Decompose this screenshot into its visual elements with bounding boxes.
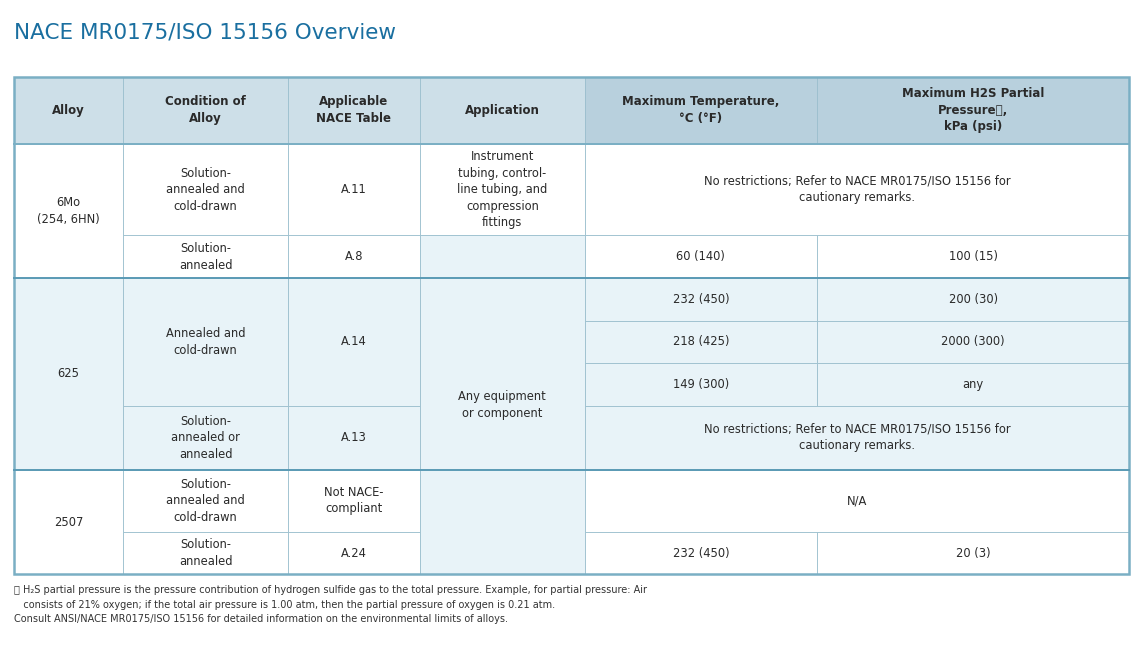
Text: A.11: A.11 [341, 183, 367, 196]
Bar [585, 321, 817, 363]
Text: Solution-
annealed: Solution- annealed [178, 538, 232, 568]
Bar [585, 470, 1129, 532]
Text: Alloy: Alloy [51, 104, 85, 117]
Text: No restrictions; Refer to NACE MR0175/ISO 15156 for
cautionary remarks.: No restrictions; Refer to NACE MR0175/IS… [704, 175, 1010, 204]
Bar [817, 321, 1129, 363]
Bar [288, 406, 419, 470]
Bar [14, 278, 123, 470]
Bar [14, 77, 1129, 574]
Bar [123, 236, 288, 278]
Bar [817, 278, 1129, 321]
Bar [585, 532, 817, 574]
Text: 232 (450): 232 (450) [672, 293, 729, 306]
Bar [419, 144, 585, 236]
Text: Solution-
annealed or
annealed: Solution- annealed or annealed [171, 415, 240, 461]
Bar [585, 144, 1129, 236]
Text: NACE MR0175/ISO 15156 Overview: NACE MR0175/ISO 15156 Overview [14, 23, 395, 43]
Bar [123, 144, 288, 236]
Text: 149 (300): 149 (300) [673, 378, 729, 391]
Text: A.24: A.24 [341, 546, 367, 559]
Text: A.14: A.14 [341, 336, 367, 349]
Text: 100 (15): 100 (15) [949, 251, 998, 263]
Bar [14, 77, 123, 144]
Bar [817, 236, 1129, 278]
Bar [585, 363, 817, 406]
Text: 6Mo
(254, 6HN): 6Mo (254, 6HN) [37, 196, 99, 226]
Text: 2000 (300): 2000 (300) [942, 336, 1005, 349]
Bar [123, 470, 288, 532]
Text: 20 (3): 20 (3) [956, 546, 991, 559]
Bar [817, 532, 1129, 574]
Text: A.8: A.8 [345, 251, 363, 263]
Text: consists of 21% oxygen; if the total air pressure is 1.00 atm, then the partial : consists of 21% oxygen; if the total air… [14, 600, 554, 609]
Text: No restrictions; Refer to NACE MR0175/ISO 15156 for
cautionary remarks.: No restrictions; Refer to NACE MR0175/IS… [704, 423, 1010, 452]
Text: Annealed and
cold-drawn: Annealed and cold-drawn [166, 327, 246, 357]
Text: Applicable
NACE Table: Applicable NACE Table [317, 95, 391, 125]
Bar [585, 77, 817, 144]
Bar [817, 77, 1129, 144]
Bar [817, 363, 1129, 406]
Bar [585, 278, 817, 321]
Text: Solution-
annealed and
cold-drawn: Solution- annealed and cold-drawn [166, 478, 245, 524]
Text: Condition of
Alloy: Condition of Alloy [165, 95, 246, 125]
Bar [14, 144, 123, 278]
Bar [123, 406, 288, 470]
Bar [585, 406, 1129, 470]
Bar [123, 278, 288, 406]
Bar [123, 532, 288, 574]
Text: 218 (425): 218 (425) [673, 336, 729, 349]
Text: 60 (140): 60 (140) [677, 251, 726, 263]
Text: ⓘ H₂S partial pressure is the pressure contribution of hydrogen sulfide gas to t: ⓘ H₂S partial pressure is the pressure c… [14, 585, 647, 595]
Text: N/A: N/A [847, 495, 868, 508]
Text: Maximum Temperature,
°C (°F): Maximum Temperature, °C (°F) [622, 95, 780, 125]
Bar [585, 236, 817, 278]
Text: Not NACE-
compliant: Not NACE- compliant [325, 486, 384, 515]
Bar [288, 144, 419, 236]
Bar [288, 278, 419, 406]
Text: Consult ANSI/NACE MR0175/ISO 15156 for detailed information on the environmental: Consult ANSI/NACE MR0175/ISO 15156 for d… [14, 614, 507, 624]
Text: Any equipment
or component: Any equipment or component [458, 390, 546, 420]
Text: 232 (450): 232 (450) [672, 546, 729, 559]
Bar [288, 77, 419, 144]
Text: Application: Application [465, 104, 539, 117]
Bar [14, 470, 123, 574]
Bar [419, 236, 585, 574]
Text: 625: 625 [57, 367, 79, 380]
Text: A.13: A.13 [341, 431, 367, 444]
Bar [288, 236, 419, 278]
Text: Solution-
annealed and
cold-drawn: Solution- annealed and cold-drawn [166, 167, 245, 213]
Bar [123, 77, 288, 144]
Text: any: any [962, 378, 984, 391]
Text: 200 (30): 200 (30) [949, 293, 998, 306]
Bar [419, 77, 585, 144]
Text: Instrument
tubing, control-
line tubing, and
compression
fittings: Instrument tubing, control- line tubing,… [457, 150, 547, 229]
Text: 2507: 2507 [54, 515, 83, 528]
Text: Maximum H2S Partial
Pressureⓘ,
kPa (psi): Maximum H2S Partial Pressureⓘ, kPa (psi) [902, 87, 1045, 133]
Bar [288, 532, 419, 574]
Bar [288, 470, 419, 532]
Text: Solution-
annealed: Solution- annealed [178, 242, 232, 271]
